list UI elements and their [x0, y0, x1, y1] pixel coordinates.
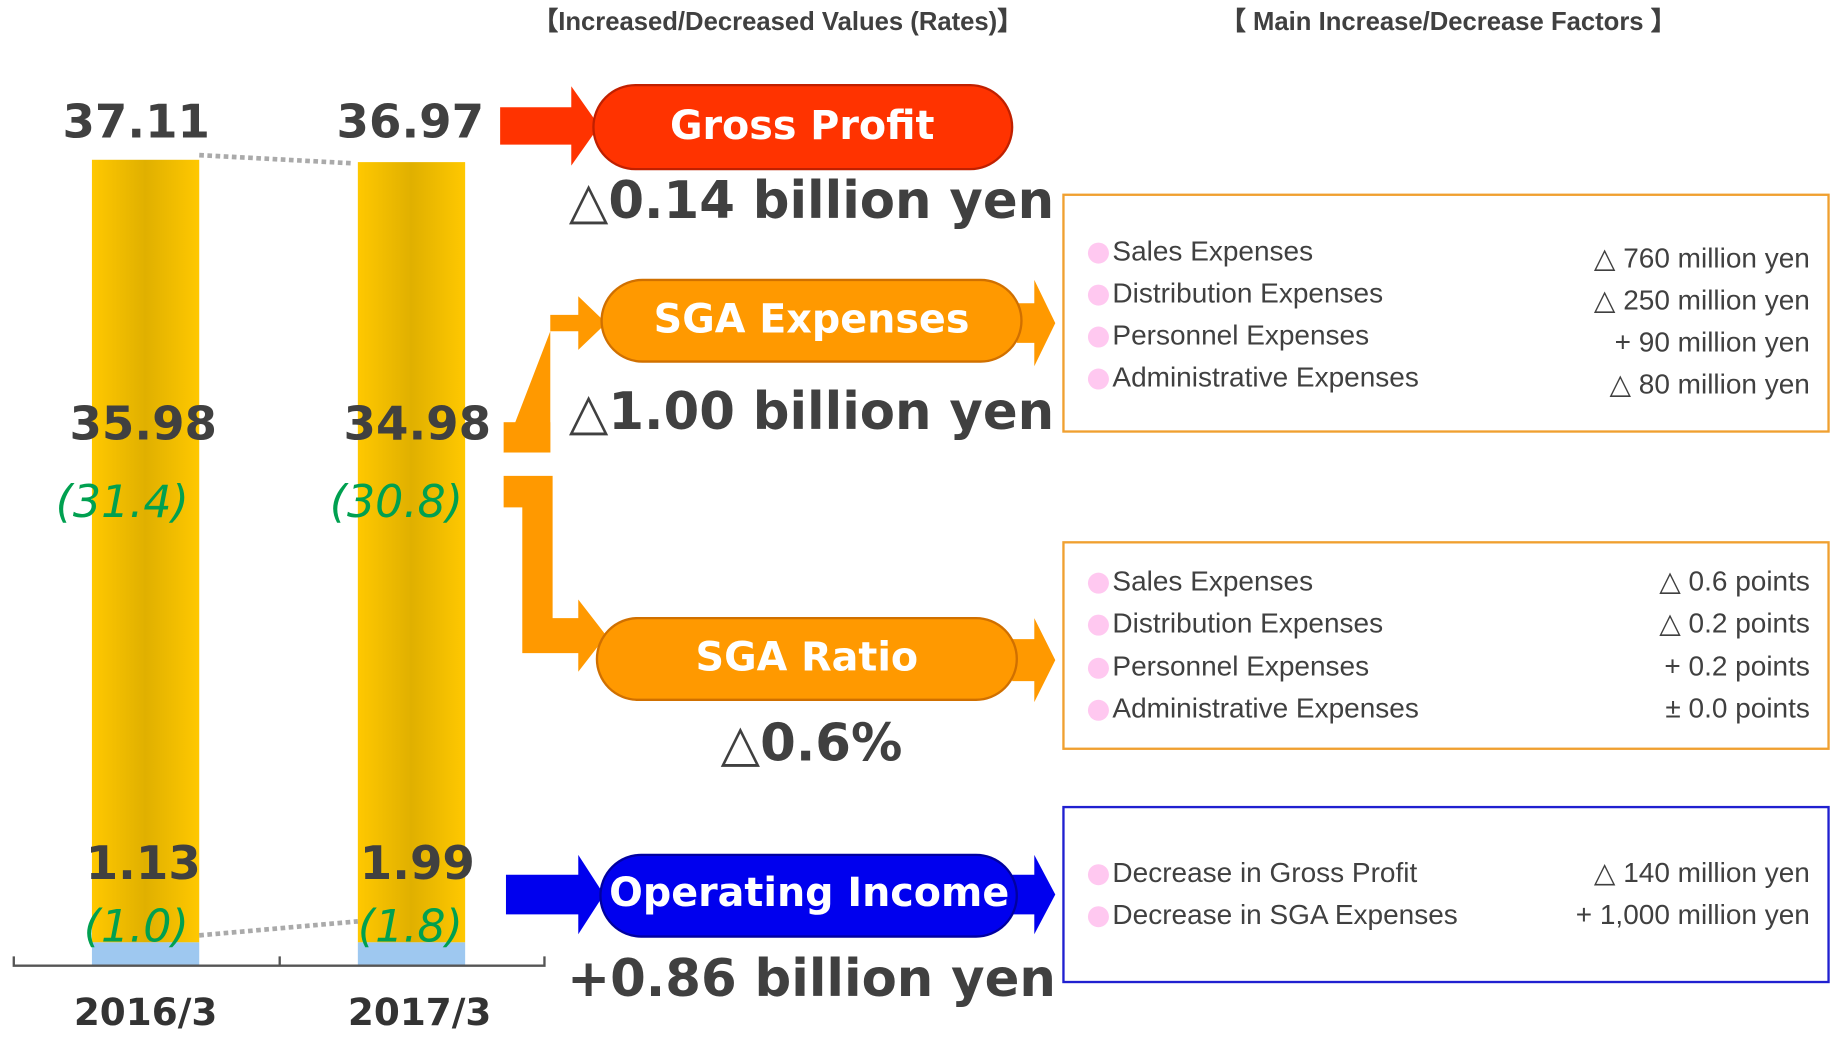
factor-box [1062, 541, 1830, 750]
factor-amount: △ 760 million yen [1594, 242, 1810, 273]
sga-expenses: 34.98 [344, 397, 492, 451]
arrow [500, 86, 600, 166]
arrow [1016, 279, 1056, 367]
pill [599, 853, 1018, 938]
bracket [503, 296, 607, 453]
bar-2017 [357, 162, 466, 943]
factor-amount: △ 0.6 points [1659, 566, 1810, 597]
sga-ratio: (30.8) [330, 477, 463, 528]
factor-amount: △ 250 million yen [1594, 284, 1810, 315]
bullet [1087, 657, 1109, 679]
bullet [1087, 326, 1109, 348]
factor-name: Decrease in SGA Expenses [1112, 899, 1457, 930]
item-label: SGA Expenses [654, 296, 970, 342]
arrow [505, 854, 604, 935]
factor-amount: △ 80 million yen [1609, 368, 1809, 399]
item-value: △1.00 billion yen [569, 382, 1054, 442]
header: 【Increased/Decreased Values (Rates)】 [533, 7, 1023, 36]
operating-income: 1.99 [360, 837, 475, 891]
header: 【 Main Increase/Decrease Factors 】 [1220, 7, 1676, 36]
operating-ratio: (1.0) [84, 902, 189, 953]
factor-name: Decrease in Gross Profit [1112, 857, 1417, 888]
item-value: △0.6% [721, 713, 903, 773]
factor-amount: + 1,000 million yen [1576, 899, 1810, 930]
pill [600, 278, 1023, 363]
bar-2016 [91, 159, 200, 943]
period: 2016/3 [74, 990, 217, 1034]
bullet [1087, 368, 1109, 390]
connector [199, 152, 353, 166]
factor-box [1062, 193, 1830, 433]
item-label: Gross Profit [670, 103, 935, 149]
bullet [1087, 906, 1109, 928]
item-label: SGA Ratio [696, 635, 919, 681]
operating-income: 1.13 [86, 837, 201, 891]
factor-amount: △ 140 million yen [1594, 857, 1810, 888]
bullet [1087, 242, 1109, 264]
pill [592, 83, 1014, 171]
gross-profit: 37.11 [62, 95, 210, 149]
gross-profit: 36.97 [337, 95, 485, 149]
bullet [1087, 699, 1109, 721]
sga-expenses: 35.98 [69, 397, 217, 451]
bullet [1087, 572, 1109, 594]
bullet [1087, 864, 1109, 886]
factor-name: Sales Expenses [1112, 235, 1313, 266]
bar-2017-op [357, 942, 466, 966]
period: 2017/3 [348, 990, 491, 1034]
arrow [1012, 618, 1056, 703]
factor-name: Sales Expenses [1112, 566, 1313, 597]
factor-amount: + 0.2 points [1664, 651, 1809, 682]
factor-box [1062, 805, 1830, 984]
item-value: +0.86 billion yen [567, 949, 1056, 1009]
factor-name: Administrative Expenses [1112, 693, 1418, 724]
bar-2016-op [91, 942, 200, 966]
connector [199, 919, 359, 938]
operating-ratio: (1.8) [358, 902, 463, 953]
arrow [1012, 854, 1056, 935]
factor-name: Administrative Expenses [1112, 361, 1418, 392]
item-label: Operating Income [609, 870, 1009, 916]
item-value: △0.14 billion yen [569, 171, 1054, 231]
bracket [503, 475, 607, 672]
sga-ratio: (31.4) [56, 477, 189, 528]
factor-amount: + 90 million yen [1615, 326, 1810, 357]
bracket [503, 422, 551, 453]
pill [595, 616, 1018, 701]
factor-name: Personnel Expenses [1112, 651, 1369, 682]
factor-amount: ± 0.0 points [1665, 693, 1809, 724]
axis [12, 956, 546, 967]
bullet [1087, 284, 1109, 306]
factor-amount: △ 0.2 points [1659, 608, 1810, 639]
factor-name: Distribution Expenses [1112, 277, 1383, 308]
factor-name: Personnel Expenses [1112, 319, 1369, 350]
bullet [1087, 614, 1109, 636]
factor-name: Distribution Expenses [1112, 608, 1383, 639]
